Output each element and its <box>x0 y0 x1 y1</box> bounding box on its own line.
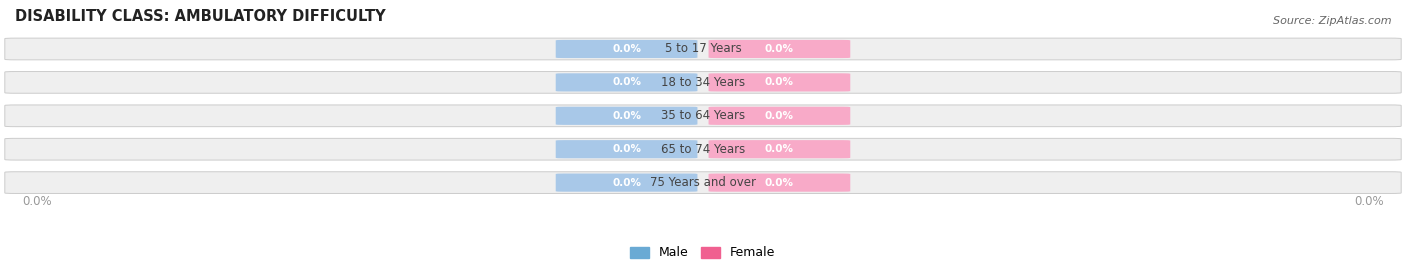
FancyBboxPatch shape <box>709 40 851 58</box>
FancyBboxPatch shape <box>4 72 1402 93</box>
FancyBboxPatch shape <box>709 140 851 158</box>
Text: 0.0%: 0.0% <box>765 178 794 188</box>
FancyBboxPatch shape <box>4 138 1402 160</box>
FancyBboxPatch shape <box>555 107 697 125</box>
FancyBboxPatch shape <box>555 140 697 158</box>
Text: 0.0%: 0.0% <box>765 77 794 87</box>
Text: 0.0%: 0.0% <box>612 44 641 54</box>
Legend: Male, Female: Male, Female <box>630 247 776 259</box>
Text: 0.0%: 0.0% <box>612 77 641 87</box>
Text: 0.0%: 0.0% <box>765 144 794 154</box>
FancyBboxPatch shape <box>709 73 851 91</box>
Text: DISABILITY CLASS: AMBULATORY DIFFICULTY: DISABILITY CLASS: AMBULATORY DIFFICULTY <box>15 9 385 24</box>
Text: 0.0%: 0.0% <box>612 178 641 188</box>
FancyBboxPatch shape <box>555 73 697 91</box>
FancyBboxPatch shape <box>4 172 1402 193</box>
Text: Source: ZipAtlas.com: Source: ZipAtlas.com <box>1274 16 1392 26</box>
Text: 0.0%: 0.0% <box>765 44 794 54</box>
Text: 0.0%: 0.0% <box>22 195 52 209</box>
FancyBboxPatch shape <box>4 38 1402 60</box>
FancyBboxPatch shape <box>709 173 851 192</box>
Text: 0.0%: 0.0% <box>612 111 641 121</box>
FancyBboxPatch shape <box>4 105 1402 127</box>
Text: 5 to 17 Years: 5 to 17 Years <box>665 43 741 55</box>
Text: 0.0%: 0.0% <box>765 111 794 121</box>
Text: 18 to 34 Years: 18 to 34 Years <box>661 76 745 89</box>
Text: 35 to 64 Years: 35 to 64 Years <box>661 109 745 122</box>
Text: 65 to 74 Years: 65 to 74 Years <box>661 143 745 156</box>
FancyBboxPatch shape <box>555 173 697 192</box>
Text: 75 Years and over: 75 Years and over <box>650 176 756 189</box>
Text: 0.0%: 0.0% <box>1354 195 1384 209</box>
FancyBboxPatch shape <box>555 40 697 58</box>
FancyBboxPatch shape <box>709 107 851 125</box>
Text: 0.0%: 0.0% <box>612 144 641 154</box>
